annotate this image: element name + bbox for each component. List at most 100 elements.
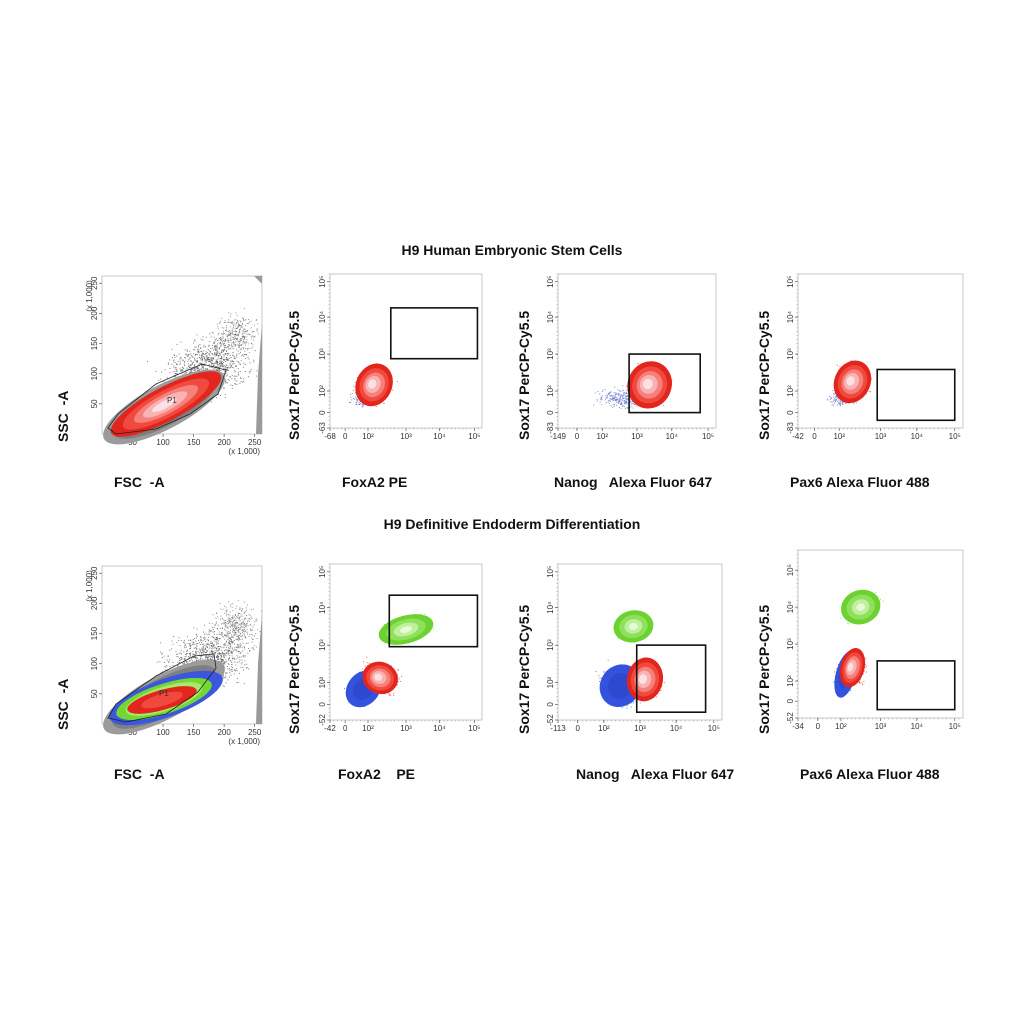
event-dot (239, 659, 241, 661)
event-dot (246, 615, 248, 616)
event-dot (208, 356, 210, 358)
event-dot (200, 656, 202, 658)
event-dot (207, 638, 209, 640)
event-dot (356, 399, 358, 401)
event-dot (233, 375, 235, 377)
event-dot (219, 364, 221, 366)
event-dot (234, 369, 235, 371)
event-dot (229, 348, 231, 349)
event-dot (217, 323, 219, 325)
event-dot (228, 340, 230, 342)
event-dot (217, 643, 219, 645)
event-dot (209, 359, 211, 360)
event-dot (229, 367, 231, 369)
ylabel-r1-p2: Sox17 PerCP-Cy5.5 (286, 310, 302, 440)
event-dot (215, 617, 217, 619)
event-dot (231, 338, 233, 340)
event-dot (236, 338, 238, 340)
event-dot (630, 403, 632, 405)
event-dot (209, 351, 211, 353)
event-dot (177, 360, 179, 362)
event-dot (222, 623, 224, 625)
event-dot (207, 349, 209, 351)
event-dot (607, 393, 609, 395)
event-dot (225, 653, 227, 655)
event-dot (180, 370, 182, 372)
event-dot (350, 393, 352, 395)
event-dot (220, 365, 222, 367)
event-dot (222, 653, 224, 655)
event-dot (625, 401, 627, 403)
event-dot (240, 340, 241, 342)
event-dot (216, 657, 217, 658)
event-dot (221, 652, 223, 654)
event-dot (616, 397, 618, 399)
event-dot (234, 670, 236, 672)
event-dot (211, 359, 213, 361)
y-tick-label: 0 (786, 410, 795, 415)
event-dot (212, 652, 214, 654)
event-dot (212, 647, 214, 649)
event-dot (833, 396, 835, 398)
event-dot (220, 346, 222, 348)
event-dot (169, 659, 171, 661)
event-dot (239, 329, 240, 331)
event-dot (251, 629, 253, 631)
event-dot (192, 653, 194, 655)
event-dot (190, 369, 192, 371)
event-dot (252, 634, 254, 636)
event-dot (361, 404, 363, 406)
event-dot (239, 324, 241, 326)
event-dot (182, 359, 184, 361)
event-dot (624, 402, 626, 404)
event-dot (184, 356, 186, 358)
event-dot (240, 344, 242, 346)
event-dot (350, 401, 352, 403)
event-dot (625, 392, 627, 394)
event-dot (627, 407, 629, 408)
event-dot (244, 341, 246, 343)
event-dot (211, 358, 213, 360)
event-dot (244, 329, 246, 331)
event-dot (173, 367, 175, 369)
event-dot (243, 362, 245, 364)
event-dot (217, 656, 219, 657)
event-dot (217, 394, 219, 395)
event-dot (183, 641, 185, 643)
event-dot (226, 640, 228, 642)
event-dot (228, 642, 230, 644)
event-dot (217, 369, 219, 371)
event-dot (221, 356, 222, 358)
event-dot (217, 361, 218, 363)
event-dot (192, 654, 194, 656)
event-dot (252, 343, 254, 345)
event-dot (219, 366, 221, 368)
y-tick-label: 10⁴ (546, 310, 555, 323)
event-dot (185, 353, 187, 355)
event-dot (207, 357, 208, 359)
event-dot (202, 336, 204, 338)
event-dot (836, 404, 838, 406)
event-dot (232, 355, 234, 357)
event-dot (234, 379, 236, 381)
event-dot (244, 664, 246, 666)
event-dot (839, 403, 841, 405)
event-dot (206, 357, 207, 359)
event-dot (241, 638, 243, 640)
event-dot (161, 657, 163, 658)
event-dot (211, 627, 213, 629)
event-dot (229, 360, 231, 362)
event-dot (839, 404, 841, 406)
event-dot (220, 646, 221, 648)
event-dot (235, 330, 236, 332)
event-dot (615, 399, 617, 401)
event-dot (196, 628, 198, 630)
event-dot (203, 636, 205, 638)
event-dot (238, 661, 240, 663)
event-dot (621, 401, 623, 403)
event-dot (213, 645, 215, 647)
event-dot (234, 626, 236, 627)
event-dot (226, 325, 227, 326)
event-dot (249, 371, 251, 372)
event-dot (243, 347, 245, 349)
